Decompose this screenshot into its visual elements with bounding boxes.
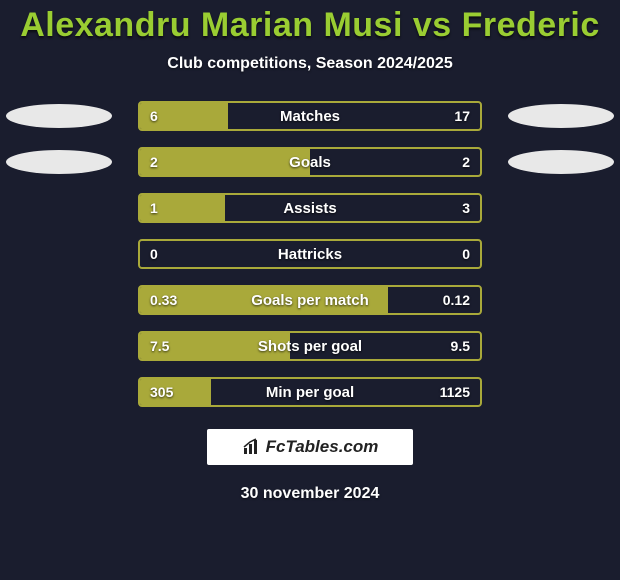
stat-bar: 0 0Hattricks (138, 239, 482, 269)
chart-icon (242, 438, 260, 456)
stat-row: 7.59.5Shots per goal (0, 331, 620, 361)
stat-value-left: 0 (150, 241, 158, 267)
stat-value-right: 0.12 (443, 287, 470, 313)
player-marker-right (508, 150, 614, 174)
stat-row: 3051125Min per goal (0, 377, 620, 407)
stat-value-left: 305 (150, 379, 173, 405)
stat-value-left: 1 (150, 195, 158, 221)
stat-value-left: 7.5 (150, 333, 169, 359)
stat-row: 0 0Hattricks (0, 239, 620, 269)
stat-row: 22Goals (0, 147, 620, 177)
player-marker-right (508, 104, 614, 128)
stat-bar: 617Matches (138, 101, 482, 131)
stat-value-right: 2 (462, 149, 470, 175)
stat-row: 617Matches (0, 101, 620, 131)
stat-bar: 3051125Min per goal (138, 377, 482, 407)
page-subtitle: Club competitions, Season 2024/2025 (0, 55, 620, 73)
stat-metric-label: Hattricks (140, 241, 480, 267)
stat-bar: 7.59.5Shots per goal (138, 331, 482, 361)
stat-row: 13Assists (0, 193, 620, 223)
stat-row: 0.330.12Goals per match (0, 285, 620, 315)
stat-value-right: 17 (454, 103, 470, 129)
comparison-infographic: Alexandru Marian Musi vs Frederic Club c… (0, 0, 620, 580)
stat-value-right: 1125 (440, 379, 470, 405)
comparison-chart: 617Matches22Goals13Assists00Hattricks0.3… (0, 101, 620, 407)
player-marker-left (6, 150, 112, 174)
stat-value-left: 2 (150, 149, 158, 175)
stat-value-left: 6 (150, 103, 158, 129)
stat-value-left: 0.33 (150, 287, 177, 313)
page-title: Alexandru Marian Musi vs Frederic (0, 0, 620, 45)
date-label: 30 november 2024 (0, 485, 620, 503)
stat-bar: 0.330.12Goals per match (138, 285, 482, 315)
stat-value-right: 9.5 (451, 333, 470, 359)
stat-value-right: 3 (462, 195, 470, 221)
branding-text: FcTables.com (266, 437, 379, 457)
stat-value-right: 0 (462, 241, 470, 267)
player-marker-left (6, 104, 112, 128)
branding-badge: FcTables.com (207, 429, 413, 465)
stat-bar: 13Assists (138, 193, 482, 223)
stat-bar-fill-left (140, 149, 310, 175)
stat-bar: 22Goals (138, 147, 482, 177)
